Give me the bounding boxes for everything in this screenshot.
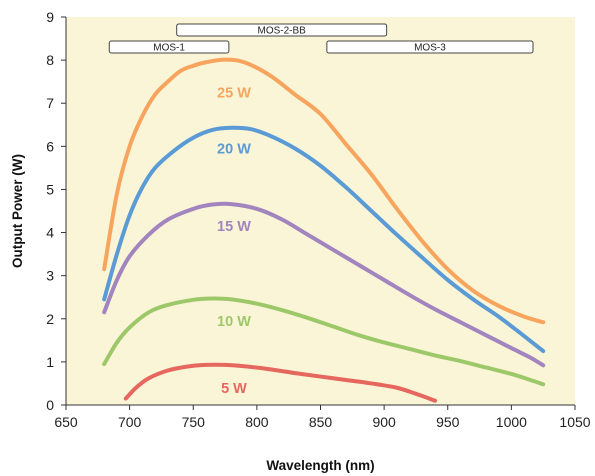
y-tick-label: 2 [46, 311, 54, 327]
series-line-10w [102, 296, 546, 387]
x-tick-label: 750 [182, 414, 206, 430]
series-label-25w: 25 W [217, 85, 251, 101]
x-axis-ticks: 650 700 750 800 850 900 950 1000 1050 [54, 405, 591, 430]
series-lines [102, 57, 546, 403]
y-tick-label: 0 [46, 397, 54, 413]
series-labels: 25 W 20 W 15 W 10 W 5 W [217, 85, 251, 396]
series-label-15w: 15 W [217, 219, 251, 235]
x-axis-title: Wavelength (nm) [266, 458, 374, 473]
series-label-10w: 10 W [217, 314, 251, 330]
x-tick-label: 1050 [559, 414, 590, 430]
mos-range-bands: MOS-2-BB MOS-1 MOS-3 [108, 23, 534, 54]
series-line-5w [123, 362, 438, 403]
band-label-mos-2-bb: MOS-2-BB [258, 26, 307, 37]
y-tick-label: 1 [46, 354, 54, 370]
series-label-20w: 20 W [217, 141, 251, 157]
y-tick-label: 4 [46, 225, 54, 241]
y-tick-label: 8 [46, 52, 54, 68]
series-line-25w [102, 57, 546, 325]
band-label-mos-1: MOS-1 [153, 43, 185, 54]
x-tick-label: 850 [309, 414, 333, 430]
x-tick-label: 800 [245, 414, 269, 430]
x-tick-label: 900 [372, 414, 396, 430]
y-tick-label: 7 [46, 95, 54, 111]
band-label-mos-3: MOS-3 [414, 43, 446, 54]
band-box-mos-2-bb [176, 23, 388, 37]
x-tick-label: 950 [436, 414, 460, 430]
series-line-20w [102, 125, 546, 354]
series-label-5w: 5 W [221, 381, 247, 397]
y-tick-label: 5 [46, 181, 54, 197]
y-axis-title: Output Power (W) [10, 154, 25, 268]
y-axis-ticks: 0 1 2 3 4 5 6 7 8 9 [46, 9, 66, 413]
series-line-15w [102, 201, 546, 368]
band-box-mos-3 [326, 40, 534, 54]
x-tick-label: 650 [54, 414, 78, 430]
plot-background [66, 17, 575, 405]
y-tick-label: 9 [46, 9, 54, 25]
x-tick-label: 1000 [496, 414, 527, 430]
band-box-mos-1 [108, 40, 230, 54]
y-tick-label: 6 [46, 138, 54, 154]
x-tick-label: 700 [118, 414, 142, 430]
y-tick-label: 3 [46, 268, 54, 284]
